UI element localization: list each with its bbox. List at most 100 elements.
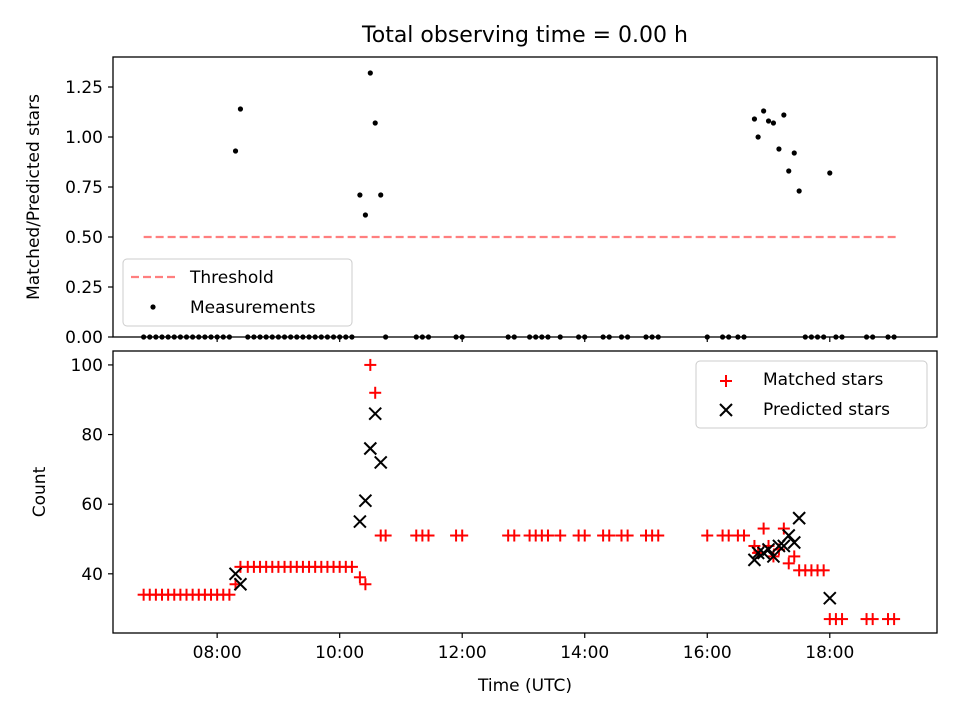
threshold-legend-label: Threshold [189,268,274,288]
bottom-x-tick-label: 18:00 [805,643,854,663]
matched-star-point [541,529,554,542]
predicted-star-point [823,591,837,605]
top-y-tick-label: 0.25 [65,278,103,298]
bottom-x-tick-label: 16:00 [683,643,732,663]
predicted-star-point [358,493,373,508]
measurement-point [367,70,373,76]
matched-star-point [359,578,372,591]
matched-star-point [788,550,801,563]
top-y-tick-label: 0.50 [65,228,103,248]
bottom-x-tick-label: 14:00 [560,643,609,663]
measurement-point [232,148,239,154]
matched-star-point [777,522,790,535]
matched-star-point [652,529,665,542]
measurement-point [755,134,761,140]
top-y-tick-label: 1.25 [65,78,103,98]
measurement-point [751,116,758,122]
matched-star-point [456,529,469,542]
bottom-panel: 40 60 80 100 08:00 10:00 12:00 14:00 16:00 18:00… [30,350,938,696]
top-plot-frame [112,56,938,338]
matched-star-point [223,588,236,601]
predicted-star-point [233,577,248,591]
predicted-legend-swatch [719,403,733,417]
measurement-point [776,146,782,152]
bottom-legend: Matched stars Predicted stars [695,360,928,429]
matched-star-point [554,529,567,542]
matched-star-point [578,529,591,542]
predicted-star-point [766,549,781,564]
bottom-y-tick-label: 60 [81,495,103,515]
predicted-star-point [777,539,791,553]
matched-star-point [866,613,879,626]
top-y-tick-label: 0.75 [65,178,103,198]
measurement-point [237,106,244,112]
measurement-point [791,150,797,156]
top-y-axis-label: Matched/Predicted stars [24,94,44,300]
measurement-point [781,112,787,118]
predicted-star-point [363,441,378,456]
measurement-point [761,108,767,114]
predicted-star-point [751,546,765,560]
bottom-x-axis-label: Time (UTC) [477,676,572,696]
top-panel: 0.00 0.25 0.50 0.75 1.00 1.25 Matched/Predict… [24,56,938,348]
predicted-legend-label: Predicted stars [763,400,890,420]
measurement-point [765,118,772,124]
predicted-star-point [368,406,382,421]
predicted-star-point [353,514,367,529]
matched-star-point [422,529,435,542]
bottom-x-tick-label: 08:00 [193,643,242,663]
predicted-star-point [772,539,786,553]
matched-star-point [379,529,392,542]
bottom-x-tick-label: 10:00 [315,643,364,663]
measurement-point [378,192,384,198]
bottom-y-tick-label: 100 [71,356,103,376]
measurements-legend-swatch [150,304,156,310]
bottom-plot-frame [112,350,938,634]
measurements-legend-label: Measurements [190,298,316,318]
matched-star-point [369,386,382,399]
bottom-y-tick-label: 80 [81,426,103,446]
matched-star-point [353,571,366,584]
matched-star-point [621,529,634,542]
bottom-y-tick-label: 40 [81,565,103,585]
bottom-y-axis: 40 60 80 100 [71,356,113,585]
top-y-tick-label: 1.00 [65,128,103,148]
matched-star-point [364,358,377,371]
top-y-axis: 0.00 0.25 0.50 0.75 1.00 1.25 [65,78,113,348]
predicted-star-point [761,542,776,557]
predicted-star-point [787,535,801,550]
matched-star-point [508,529,521,542]
top-x-axis [216,337,831,342]
bottom-y-axis-label: Count [30,466,50,517]
predicted-star-point [782,528,796,543]
matched-star-point [888,613,901,626]
measurement-point [770,120,777,126]
top-legend: Threshold Measurements [122,258,353,327]
predicted-star-point [374,455,388,470]
measurement-point [786,168,792,174]
matched-star-point [817,564,830,577]
matched-star-point [782,557,795,570]
matched-star-point [345,560,358,573]
top-y-tick-label: 0.00 [65,328,103,348]
predicted-star-point [792,511,806,525]
matched-star-point [738,529,751,542]
predicted-star-point [747,553,762,567]
top-legend-box [122,258,353,327]
measurement-point [827,170,833,176]
matched-star-point [603,529,616,542]
chart-title: Total observing time = 0.00 h [361,23,688,48]
matched-star-point [757,522,770,535]
matched-star-point [701,529,714,542]
measurement-point [796,188,802,194]
measurement-point [357,192,363,198]
matched-legend-swatch [720,375,732,387]
matched-legend-label: Matched stars [763,370,883,390]
bottom-x-tick-label: 12:00 [438,643,487,663]
bottom-legend-box [695,360,928,429]
measurement-point [362,212,369,218]
matched-star-point [836,613,849,626]
bottom-plot-area [137,358,901,626]
bottom-x-axis: 08:00 10:00 12:00 14:00 16:00 18:00 [193,633,854,663]
